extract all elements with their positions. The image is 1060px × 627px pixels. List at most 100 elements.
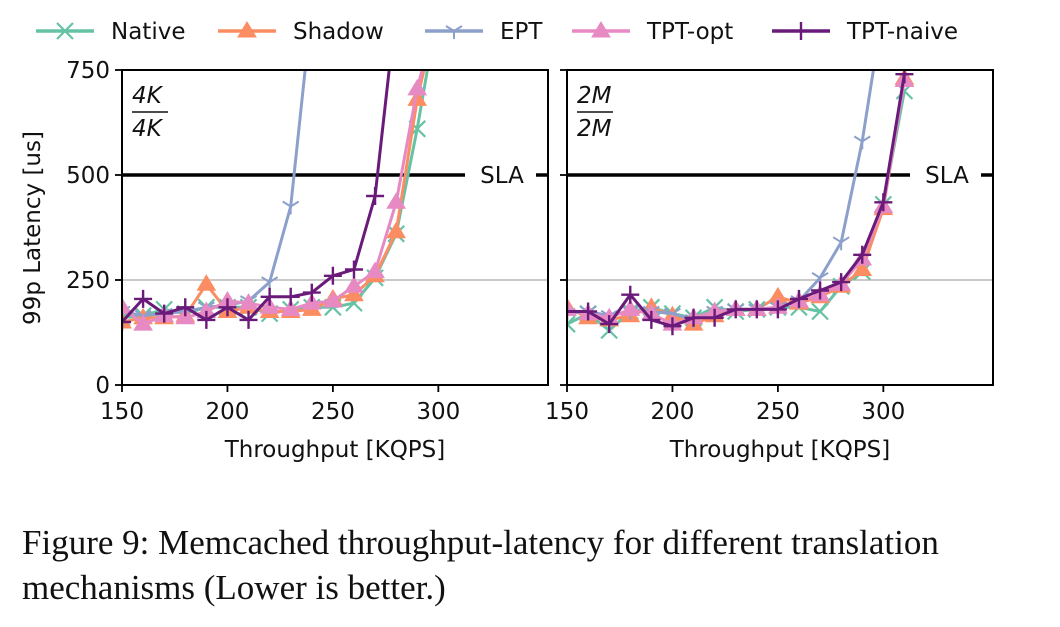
- legend-marker: [56, 22, 74, 40]
- data-point: [579, 302, 598, 321]
- legend-marker: [591, 21, 611, 38]
- legend-marker: [237, 21, 257, 38]
- legend-item-shadow: Shadow: [218, 19, 384, 45]
- data-point: [386, 192, 407, 209]
- data-point: [122, 313, 131, 331]
- panel-label-numerator: 4K: [132, 83, 164, 109]
- figure-chart: Native Shadow EPT TPT-opt TPT-naive SLA 150 20…: [20, 19, 994, 463]
- data-point: [282, 200, 300, 215]
- data-point: [122, 297, 132, 314]
- series-tpt-opt: [122, 70, 428, 331]
- data-point: [155, 304, 174, 323]
- series-line: [567, 78, 906, 326]
- data-point: [386, 221, 407, 239]
- x-tick-label: 150: [545, 399, 589, 425]
- data-point: [218, 298, 237, 317]
- panel-4k: SLA 150 200 250 300 0 250 500 750 Throughput [KQP…: [66, 58, 549, 463]
- data-point: [344, 284, 364, 302]
- series-group: [567, 70, 915, 340]
- panel-2m: SLA 150 200 250 300 Throughput [KQPS] 2M 2M: [545, 69, 994, 463]
- data-point: [407, 78, 428, 96]
- series-line: [567, 73, 906, 328]
- series-line: [122, 70, 429, 320]
- data-point: [895, 70, 914, 84]
- data-point: [238, 293, 259, 310]
- data-point: [811, 302, 829, 321]
- series-tpt-naive: [122, 70, 391, 331]
- legend-item-tpt-naive: TPT-naive: [772, 19, 958, 45]
- data-point: [344, 260, 363, 279]
- data-point: [874, 193, 893, 212]
- legend-label: TPT-opt: [646, 19, 733, 45]
- data-point: [620, 299, 641, 316]
- x-axis-label: Throughput [KQPS]: [669, 437, 891, 463]
- series-ept: [122, 70, 307, 324]
- x-tick-label: 200: [650, 399, 694, 425]
- panel-label-numerator: 2M: [577, 83, 612, 109]
- data-point: [832, 273, 851, 292]
- data-point: [621, 285, 640, 304]
- data-point: [133, 314, 153, 331]
- legend-marker: [445, 25, 463, 39]
- data-point: [852, 259, 873, 276]
- data-point: [134, 289, 153, 308]
- data-point: [789, 289, 808, 308]
- sla-label: SLA: [480, 163, 524, 189]
- legend-label: Shadow: [293, 19, 384, 45]
- y-tick-label: 750: [66, 58, 110, 84]
- data-point: [853, 135, 871, 150]
- data-point: [260, 287, 279, 306]
- data-point: [663, 317, 682, 336]
- y-tick-label: 0: [95, 373, 110, 399]
- data-point: [196, 274, 217, 291]
- series-group: [122, 70, 429, 331]
- series-line: [567, 90, 906, 332]
- x-tick-label: 250: [311, 399, 355, 425]
- series-line: [567, 80, 906, 326]
- x-tick-label: 300: [861, 399, 905, 425]
- legend: Native Shadow EPT TPT-opt TPT-naive: [36, 19, 958, 45]
- series-tpt-naive: [567, 70, 914, 336]
- data-point: [705, 308, 724, 327]
- data-point: [122, 312, 132, 329]
- data-point: [832, 236, 850, 251]
- data-point: [747, 300, 766, 319]
- y-tick-label: 250: [66, 268, 110, 294]
- data-point: [684, 308, 703, 327]
- data-point: [239, 310, 258, 329]
- legend-item-tpt-opt: TPT-opt: [572, 19, 733, 45]
- x-tick-label: 300: [416, 399, 460, 425]
- data-point: [365, 261, 385, 279]
- data-point: [176, 298, 195, 317]
- panel-label-denominator: 4K: [132, 116, 164, 142]
- data-point: [280, 299, 301, 316]
- data-point: [811, 281, 830, 300]
- x-tick-label: 150: [100, 399, 144, 425]
- data-point: [302, 283, 321, 302]
- data-point: [567, 315, 576, 333]
- legend-label: EPT: [500, 19, 543, 45]
- figure-caption: Figure 9: Memcached throughput-latency f…: [22, 523, 939, 607]
- data-point: [323, 266, 342, 285]
- sla-label: SLA: [925, 163, 969, 189]
- series-tpt-opt: [567, 70, 915, 331]
- legend-marker: [792, 22, 810, 40]
- x-tick-label: 250: [756, 399, 800, 425]
- legend-item-native: Native: [36, 19, 185, 45]
- data-point: [600, 315, 619, 334]
- plot-frame: [566, 69, 994, 386]
- data-point: [323, 291, 343, 308]
- legend-label: TPT-naive: [846, 19, 958, 45]
- data-point: [197, 310, 216, 329]
- legend-item-ept: EPT: [425, 19, 543, 45]
- legend-label: Native: [111, 19, 185, 45]
- plot-frame: [121, 69, 549, 386]
- series-line: [567, 70, 875, 322]
- x-tick-label: 200: [205, 399, 249, 425]
- series-line: [122, 70, 426, 324]
- series-line: [122, 70, 424, 326]
- series-line: [122, 70, 307, 318]
- data-point: [567, 302, 576, 321]
- data-point: [726, 300, 745, 319]
- panel-label-denominator: 2M: [577, 116, 612, 142]
